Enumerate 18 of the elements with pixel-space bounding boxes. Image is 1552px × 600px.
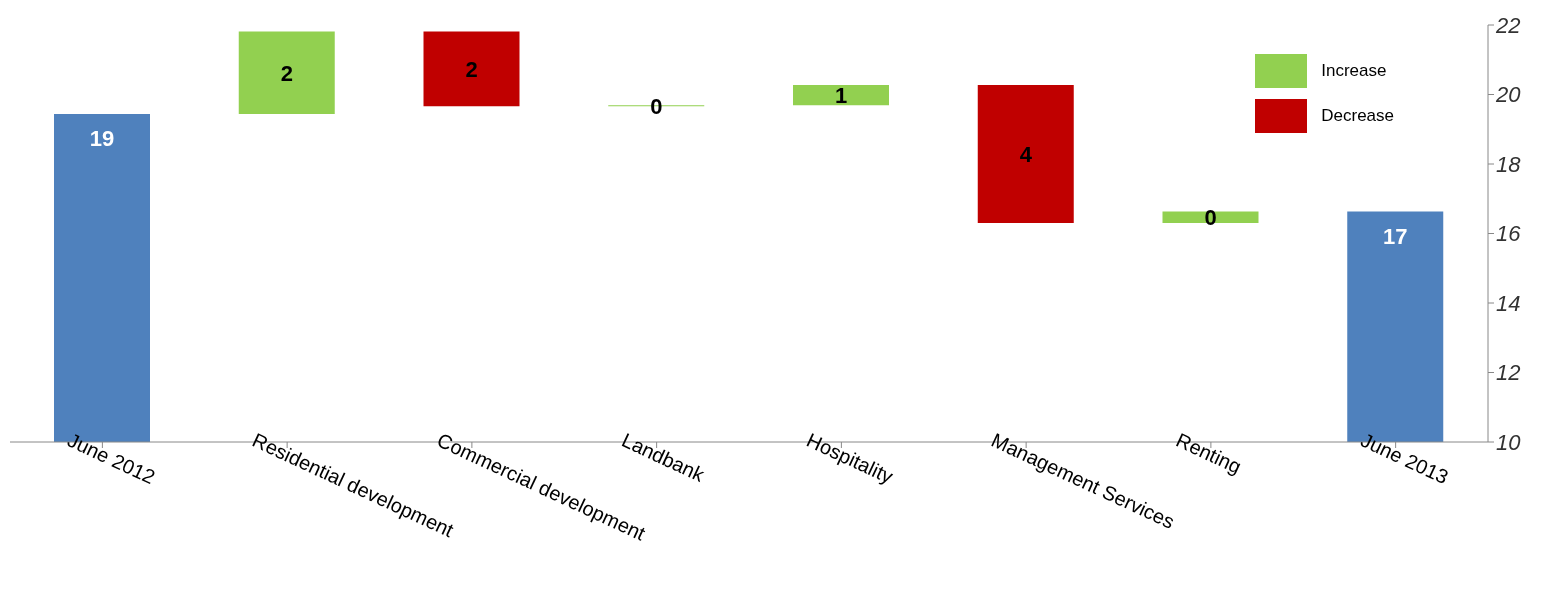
legend-label: Decrease bbox=[1321, 105, 1394, 126]
data-label: 2 bbox=[280, 60, 293, 86]
y-tick-label: 22 bbox=[1495, 12, 1521, 38]
x-tick-label: June 2013 bbox=[1357, 428, 1452, 489]
y-tick-label: 14 bbox=[1496, 290, 1521, 316]
data-label: 0 bbox=[650, 93, 663, 119]
y-tick-label: 18 bbox=[1496, 151, 1522, 177]
y-tick-label: 20 bbox=[1495, 82, 1522, 108]
data-label: 19 bbox=[89, 125, 115, 151]
y-tick-label: 12 bbox=[1496, 360, 1521, 386]
y-tick-label: 10 bbox=[1496, 429, 1522, 455]
data-label: 2 bbox=[465, 56, 478, 82]
legend-label: Increase bbox=[1321, 60, 1387, 81]
y-tick-label: 16 bbox=[1496, 221, 1522, 247]
data-label: 1 bbox=[834, 83, 848, 109]
data-label: 4 bbox=[1019, 142, 1033, 168]
x-tick-label: June 2012 bbox=[64, 428, 159, 489]
data-label: 17 bbox=[1383, 223, 1408, 249]
